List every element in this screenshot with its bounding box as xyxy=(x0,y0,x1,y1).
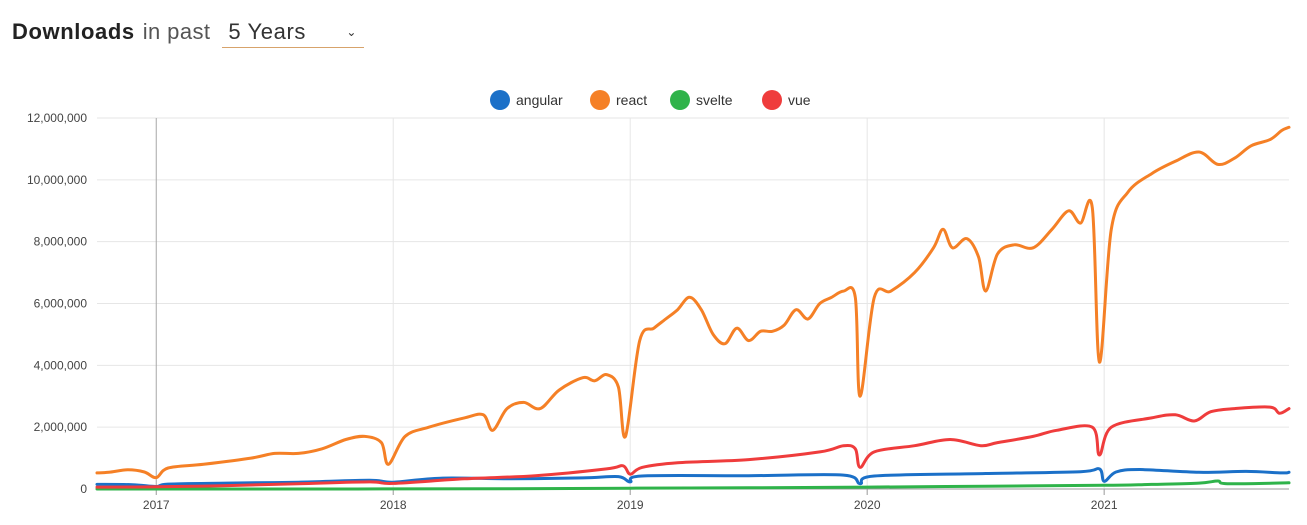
legend-label: vue xyxy=(788,92,811,108)
legend-item-react[interactable]: react xyxy=(590,90,647,110)
period-select[interactable]: 5 Years ⌄ xyxy=(222,16,365,48)
chart-grid xyxy=(97,117,1289,489)
legend-swatch xyxy=(670,90,690,110)
header-title: Downloads xyxy=(12,18,135,44)
legend-item-vue[interactable]: vue xyxy=(762,90,811,110)
chart-series-lines xyxy=(95,125,1291,491)
y-axis: 0 2,000,000 4,000,000 6,000,000 8,000,000 10,… xyxy=(27,111,87,496)
legend-swatch xyxy=(590,90,610,110)
x-tick-label: 2019 xyxy=(617,498,644,512)
period-select-value: 5 Years xyxy=(228,18,306,44)
x-tick-label: 2018 xyxy=(380,498,407,512)
chart-legend: angular react svelte vue xyxy=(490,90,811,110)
x-tick-label: 2021 xyxy=(1091,498,1118,512)
legend-item-angular[interactable]: angular xyxy=(490,90,563,110)
y-tick-label: 10,000,000 xyxy=(27,173,87,187)
legend-label: svelte xyxy=(696,92,733,108)
x-tick-label: 2017 xyxy=(143,498,170,512)
y-tick-label: 8,000,000 xyxy=(34,235,88,249)
x-axis: 2017 2018 2019 2020 2021 xyxy=(97,488,1289,512)
y-tick-label: 2,000,000 xyxy=(34,420,88,434)
header-in-past: in past xyxy=(142,18,211,44)
series-line-angular xyxy=(95,467,1291,489)
y-tick-label: 12,000,000 xyxy=(27,111,87,125)
series-line-vue xyxy=(95,405,1291,489)
legend-label: angular xyxy=(516,92,563,108)
y-tick-label: 0 xyxy=(80,482,87,496)
legend-swatch xyxy=(490,90,510,110)
legend-label: react xyxy=(616,92,647,108)
y-tick-label: 6,000,000 xyxy=(34,297,88,311)
x-tick-label: 2020 xyxy=(854,498,881,512)
chevron-down-icon: ⌄ xyxy=(346,24,357,39)
legend-item-svelte[interactable]: svelte xyxy=(670,90,733,110)
legend-swatch xyxy=(762,90,782,110)
series-line-svelte xyxy=(95,479,1291,491)
series-line-react xyxy=(95,125,1291,480)
y-tick-label: 4,000,000 xyxy=(34,358,88,372)
downloads-header: Downloads in past 5 Years ⌄ xyxy=(12,16,365,48)
